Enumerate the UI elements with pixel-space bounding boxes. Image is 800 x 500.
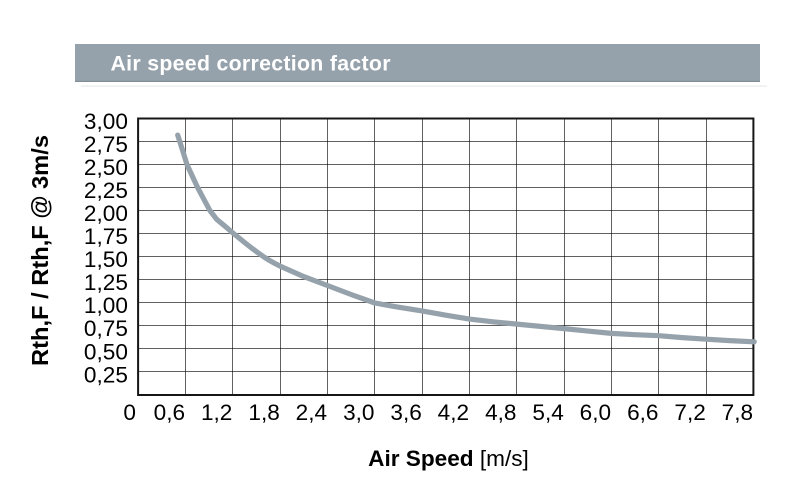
svg-text:0,50: 0,50 [84, 339, 128, 364]
svg-text:Rth,F / Rth,F @ 3m/s: Rth,F / Rth,F @ 3m/s [27, 135, 53, 366]
svg-text:7,2: 7,2 [674, 400, 705, 425]
svg-text:1,2: 1,2 [201, 400, 232, 425]
svg-text:3,00: 3,00 [84, 109, 128, 134]
svg-text:Air speed correction factor: Air speed correction factor [111, 51, 391, 75]
svg-text:2,4: 2,4 [296, 400, 327, 425]
svg-text:7,8: 7,8 [722, 400, 753, 425]
svg-text:0,6: 0,6 [154, 400, 185, 425]
svg-text:Air Speed [m/s]: Air Speed [m/s] [368, 446, 529, 471]
svg-text:4,8: 4,8 [485, 400, 516, 425]
svg-text:0,75: 0,75 [84, 316, 128, 341]
svg-text:1,25: 1,25 [84, 270, 128, 295]
svg-text:2,00: 2,00 [84, 201, 128, 226]
svg-text:1,8: 1,8 [248, 400, 279, 425]
svg-text:2,25: 2,25 [84, 178, 128, 203]
svg-text:1,00: 1,00 [84, 293, 128, 318]
svg-text:3,0: 3,0 [343, 400, 374, 425]
svg-text:2,75: 2,75 [84, 132, 128, 157]
svg-text:1,50: 1,50 [84, 247, 128, 272]
svg-text:3,6: 3,6 [390, 400, 421, 425]
svg-text:6,0: 6,0 [580, 400, 611, 425]
svg-text:0,25: 0,25 [84, 362, 128, 387]
svg-text:1,75: 1,75 [84, 224, 128, 249]
svg-text:6,6: 6,6 [627, 400, 658, 425]
svg-text:5,4: 5,4 [532, 400, 563, 425]
svg-text:2,50: 2,50 [84, 155, 128, 180]
svg-text:4,2: 4,2 [438, 400, 469, 425]
svg-text:0: 0 [123, 400, 136, 425]
